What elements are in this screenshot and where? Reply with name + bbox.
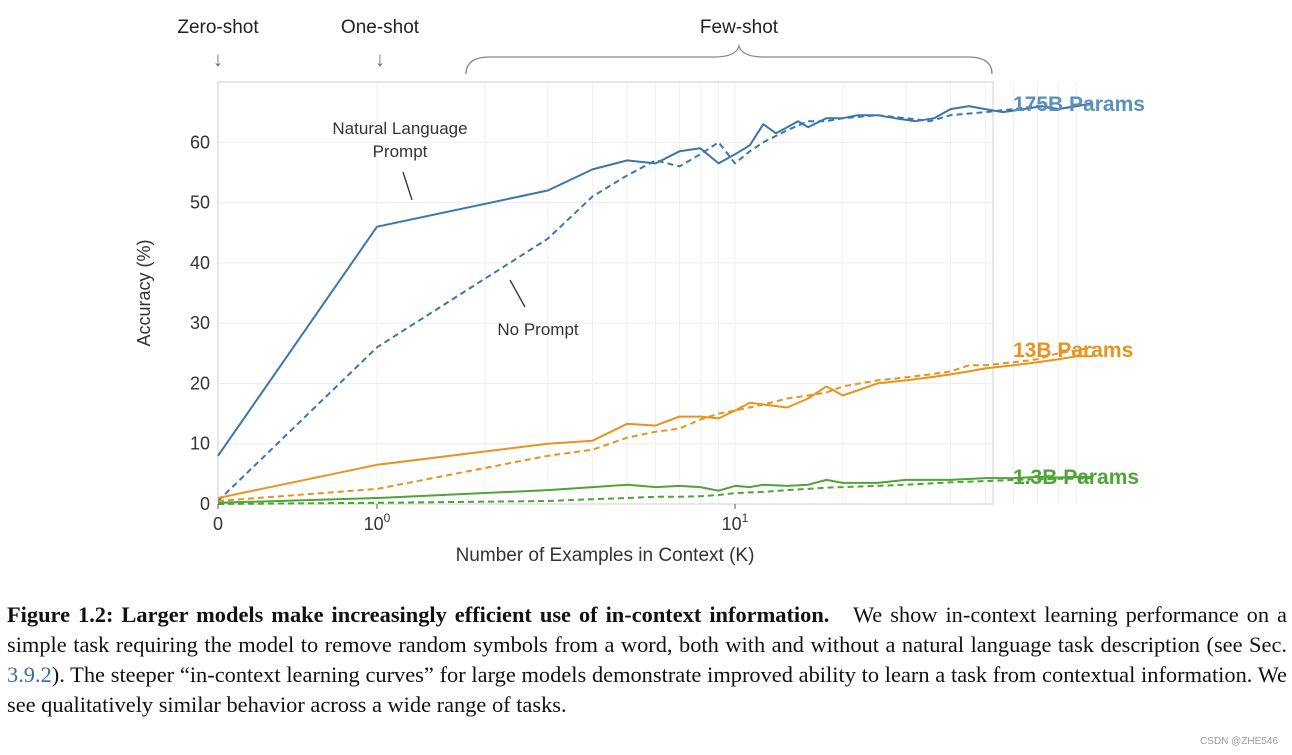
natural-language-annotation-line1: Natural Language (332, 119, 467, 138)
few-shot-label: Few-shot (700, 17, 779, 38)
figure-caption: Figure 1.2: Larger models make increasin… (7, 600, 1287, 720)
model-label-1-3b: 1.3B Params (1013, 466, 1139, 489)
watermark: CSDN @ZHE546 (1200, 736, 1278, 747)
plot-frame (217, 81, 994, 505)
y-tick-label-6: 60 (190, 132, 210, 152)
x-tick-label-0: 0 (213, 514, 223, 534)
x-tick-label-1: 100 (364, 511, 391, 534)
few-shot-brace (465, 43, 993, 75)
x-axis-ticks: 0 100 101 (213, 504, 749, 534)
natural-language-pointer (402, 171, 413, 201)
y-tick-label-2: 20 (190, 373, 210, 393)
y-axis-ticks: 0 10 20 30 40 50 60 (190, 132, 210, 514)
series-line-1-3b-prompt (217, 475, 1093, 504)
series-line-175b-no-prompt (217, 102, 1094, 502)
chart-grid (218, 82, 1078, 505)
section-reference-link[interactable]: 3.9.2 (7, 662, 52, 687)
y-tick-label-5: 50 (190, 193, 210, 213)
accuracy-line-chart: 0 10 20 30 40 50 60 0 100 101 Number of Examples… (134, 17, 1145, 566)
y-tick-label-4: 40 (190, 253, 210, 273)
y-tick-label-1: 10 (190, 434, 210, 454)
y-axis-label: Accuracy (%) (134, 239, 154, 346)
series-line-1-3b-no-prompt (217, 477, 1094, 505)
one-shot-arrow-icon: ↓ (375, 49, 385, 71)
caption-text-before-ref: We show in-context learning performance … (7, 602, 1287, 657)
x-tick-label-2: 101 (722, 511, 749, 534)
no-prompt-pointer (509, 279, 526, 308)
caption-heading: Figure 1.2: Larger models make increasin… (7, 602, 830, 627)
zero-shot-arrow-icon: ↓ (213, 49, 223, 71)
model-label-13b: 13B Params (1013, 339, 1133, 362)
series-line-13b-no-prompt (217, 346, 1094, 502)
zero-shot-label: Zero-shot (177, 17, 259, 38)
x-axis-label: Number of Examples in Context (K) (456, 545, 755, 566)
y-tick-label-3: 30 (190, 313, 210, 333)
series-line-13b-prompt (217, 355, 1093, 499)
one-shot-label: One-shot (341, 17, 420, 38)
no-prompt-annotation: No Prompt (497, 320, 579, 339)
caption-text-after-ref: ). The steeper “in-context learning curv… (7, 662, 1287, 717)
y-tick-label-0: 0 (200, 494, 210, 514)
series-layer (217, 102, 1094, 505)
natural-language-annotation-line2: Prompt (373, 142, 428, 161)
model-label-175b: 175B Params (1013, 93, 1145, 116)
